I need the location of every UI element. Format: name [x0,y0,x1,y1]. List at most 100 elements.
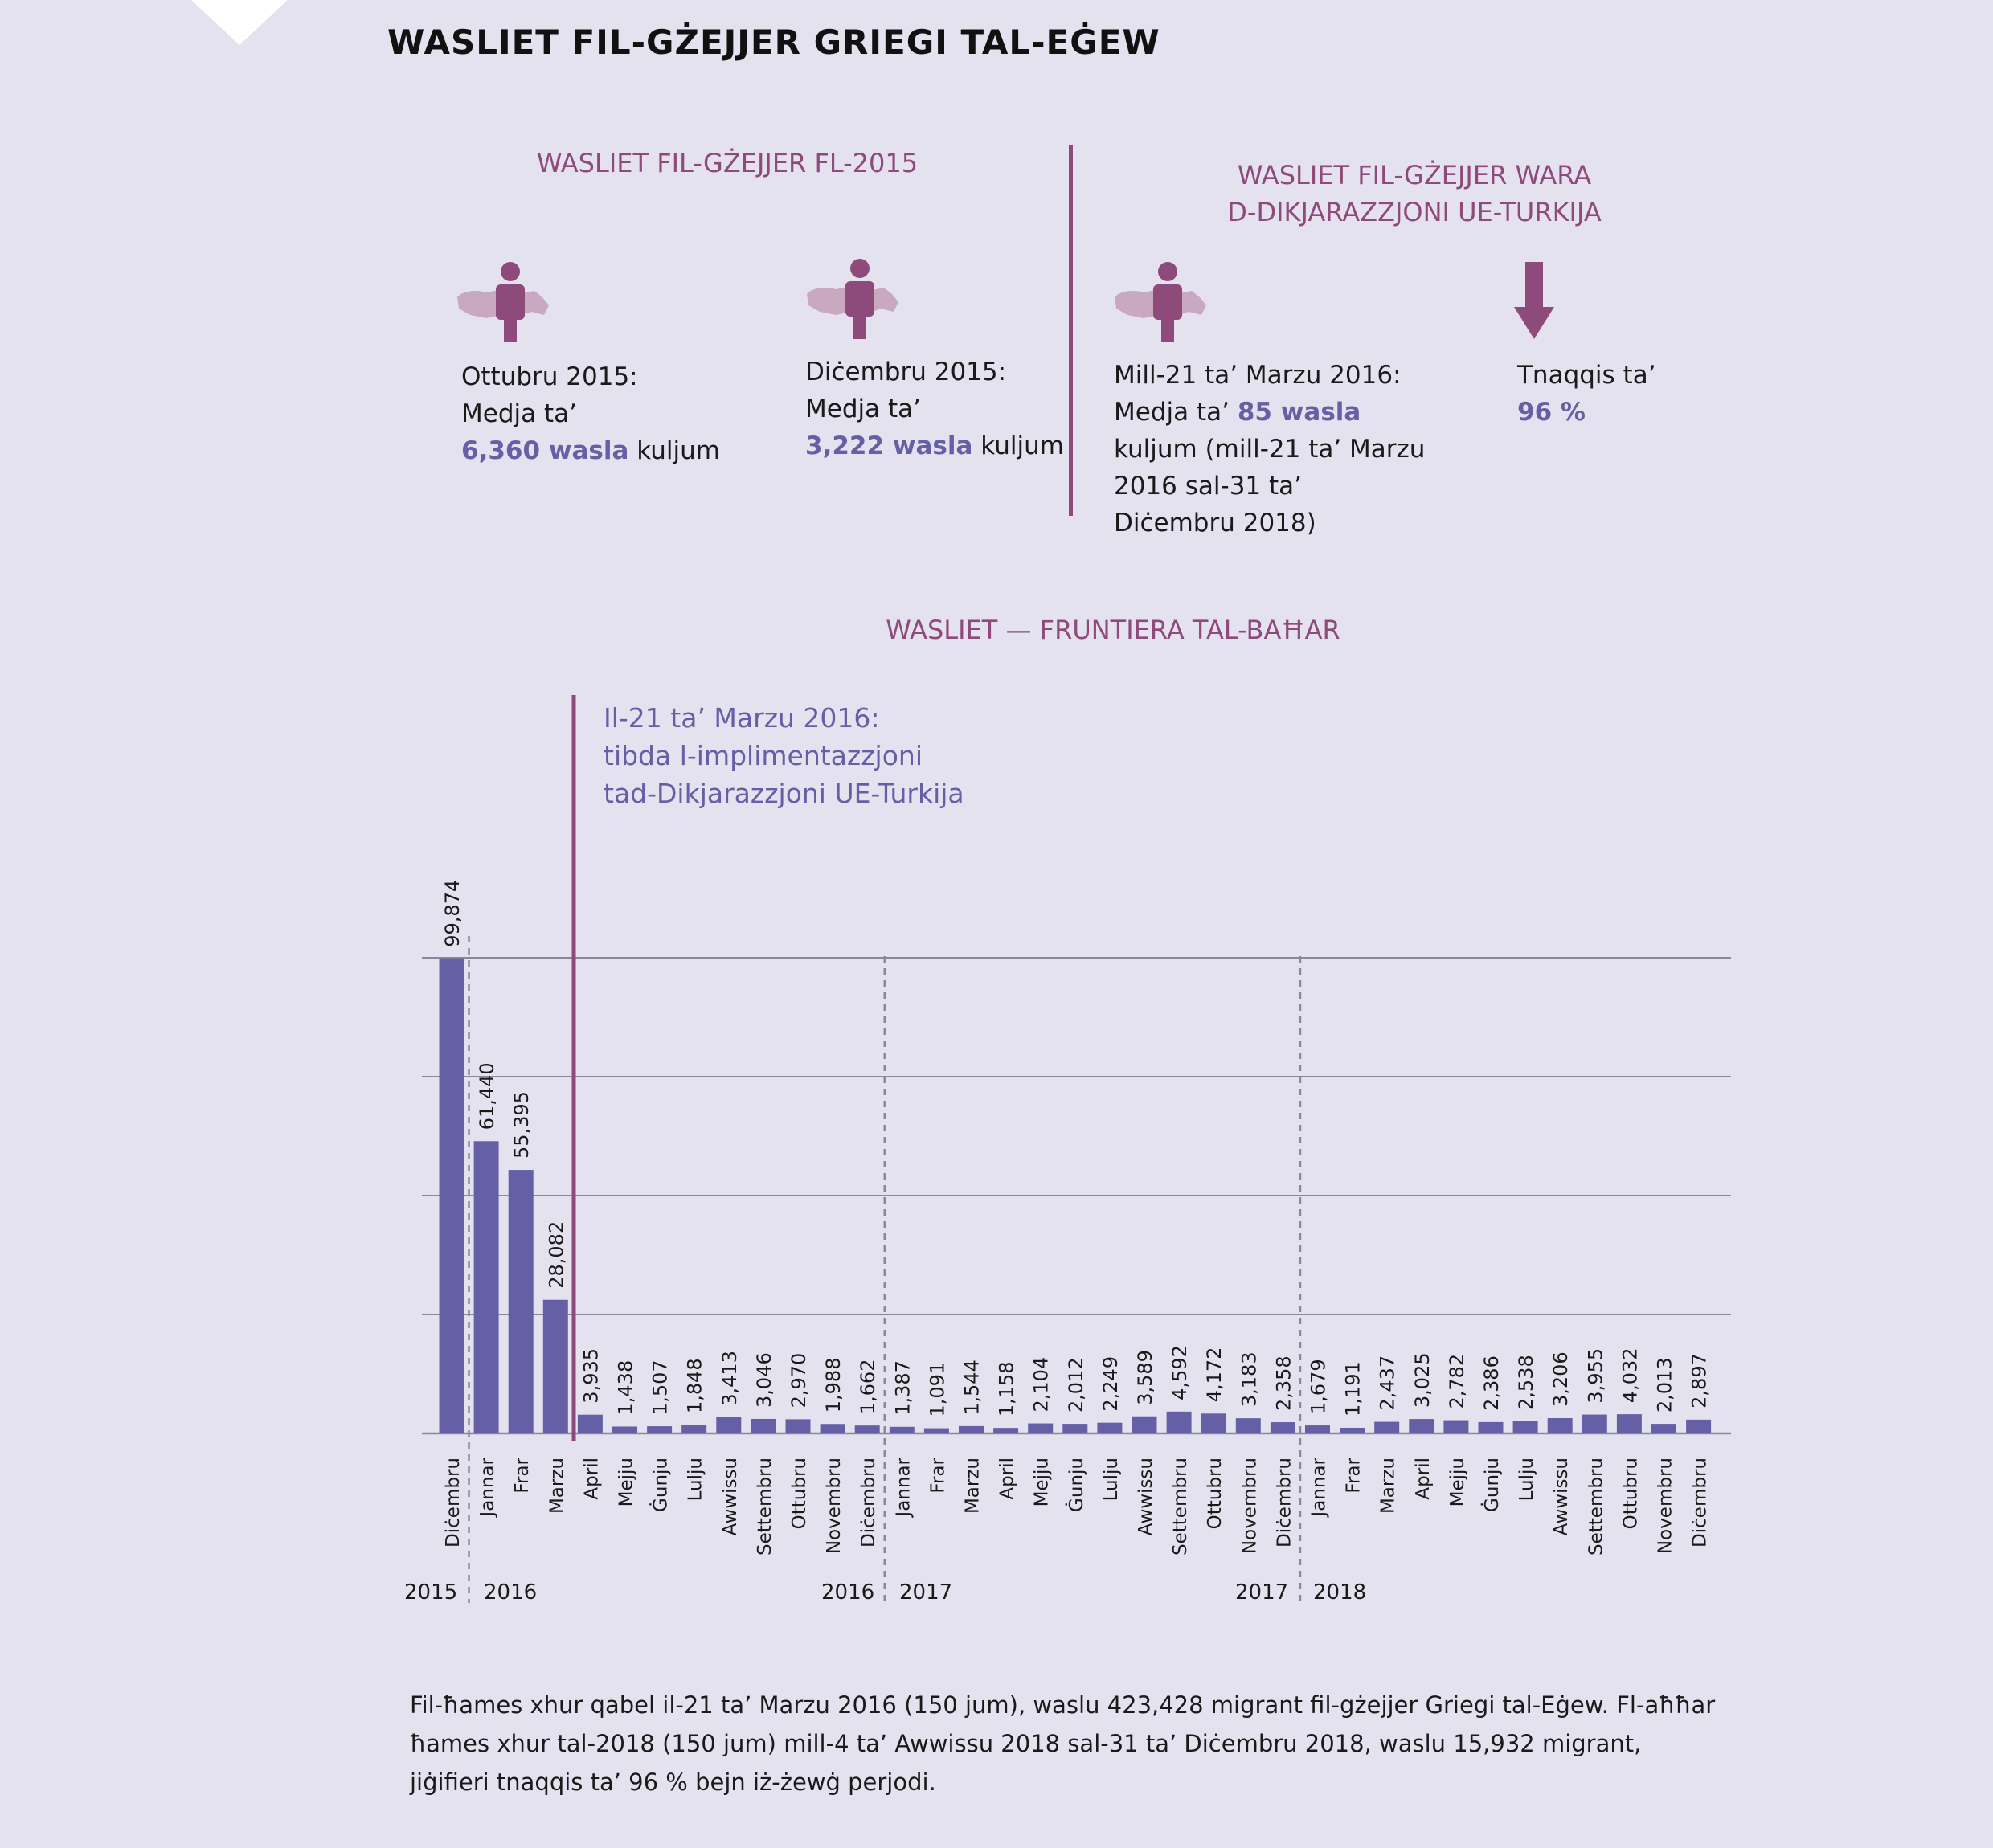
value-label: 1,662 [857,1359,879,1414]
value-label: 2,970 [788,1353,810,1408]
category-label: Novembru [1239,1458,1260,1554]
category-label: Lulju [685,1458,706,1501]
year-label: 2016 [484,1580,537,1605]
value-label: 3,413 [718,1351,741,1406]
value-label: 1,544 [961,1359,984,1415]
category-label: April [1413,1458,1434,1500]
annotation-line: tad-Dikjarazzjoni UE-Turkija [604,778,964,809]
value-label: 1,387 [891,1360,914,1416]
bar [612,1426,637,1433]
category-label: Settembru [1170,1458,1191,1556]
year-label: 2015 [404,1580,457,1605]
bar [1028,1423,1054,1433]
category-label: Frar [512,1457,533,1493]
footnote: Fil-ħames xhur qabel il-21 ta’ Marzu 201… [410,1691,1716,1796]
value-label: 3,183 [1238,1351,1260,1407]
bar [1062,1424,1088,1433]
category-label: April [997,1458,1018,1500]
bar [1616,1414,1642,1433]
value-label: 2,104 [1030,1357,1053,1413]
category-label: Ġunju [1065,1458,1087,1512]
bar [1132,1416,1157,1433]
year-label: 2018 [1313,1580,1366,1605]
category-label: Jannar [477,1457,498,1518]
value-label: 1,091 [926,1362,948,1417]
category-label: Ottubru [1205,1458,1226,1529]
value-label: 2,012 [1065,1357,1087,1413]
page-title: WASLIET FIL-GŻEJJER GRIEGI TAL-EĠEW [387,22,1160,62]
value-label: 4,592 [1168,1345,1191,1400]
stat-december-2015: Diċembru 2015: Medja ta’ 3,222 wasla kul… [805,354,1064,464]
bar [1305,1425,1330,1433]
bar [1201,1413,1226,1433]
stat-label: kuljum (mill-21 ta’ Marzu [1114,435,1426,464]
bar [1651,1424,1676,1433]
section-2015-title: WASLIET FIL-GŻEJJER FL-2015 [536,148,919,178]
value-label: 2,013 [1654,1357,1676,1413]
value-label: 1,679 [1308,1359,1330,1414]
bar [1374,1421,1400,1433]
category-label: Ġunju [1480,1458,1503,1512]
bar [681,1425,707,1433]
value-label: 61,440 [476,1062,498,1130]
year-label: 2016 [821,1580,874,1605]
bar [959,1425,984,1433]
category-label: Mejju [1447,1458,1468,1507]
category-label: Marzu [546,1458,567,1514]
bar [716,1417,742,1433]
bar [1166,1411,1192,1433]
value-label: 99,874 [441,880,464,947]
category-label: Settembru [1586,1458,1606,1556]
annotation-line: Il-21 ta’ Marzu 2016: [604,702,880,734]
category-label: Novembru [1655,1458,1676,1554]
bar [542,1299,568,1433]
person-map-icon [457,262,549,342]
value-label: 2,897 [1688,1353,1711,1408]
annotation-line: tibda l-implimentazzjoni [604,740,923,771]
value-label: 1,988 [822,1358,845,1413]
stat-value: 96 % [1517,398,1586,427]
value-label: 1,848 [684,1358,706,1413]
value-label: 3,046 [753,1352,776,1408]
category-label: Diċembru [1690,1458,1711,1547]
year-label: 2017 [1235,1580,1288,1605]
value-label: 4,172 [1203,1347,1226,1403]
category-label: Marzu [1378,1458,1399,1514]
bar [1097,1422,1123,1433]
stat-value: 85 wasla [1237,398,1361,427]
stat-suffix: kuljum [972,431,1064,460]
category-label: Settembru [755,1458,776,1556]
category-label: Ottubru [789,1458,810,1529]
statement-annotation: Il-21 ta’ Marzu 2016: tibda l-implimenta… [604,699,964,812]
value-label: 2,538 [1515,1355,1537,1410]
value-label: 2,358 [1272,1355,1295,1411]
bar [1582,1414,1607,1433]
value-label: 2,249 [1099,1356,1122,1412]
value-label: 2,782 [1446,1354,1468,1409]
value-label: 4,032 [1619,1347,1641,1403]
bar [1443,1420,1469,1433]
value-label: 1,158 [996,1361,1018,1417]
stat-label: Mill-21 ta’ Marzu 2016: [1114,361,1402,390]
value-label: 55,395 [510,1091,533,1159]
stat-october-2015: Ottubru 2015: Medja ta’ 6,360 wasla kulj… [461,358,720,469]
down-arrow-icon [1514,262,1554,339]
category-label: Novembru [824,1458,845,1554]
bar [1409,1419,1434,1433]
category-label: Diċembru [858,1458,879,1547]
section-after-title-line2: D-DIKJARAZZJONI UE-TURKIJA [1227,197,1602,227]
bar-chart: 99,874 Diċembru 61,440 Jannar 55,395 Frar 28,0… [404,695,1731,1605]
bar [1547,1418,1573,1433]
category-label: Marzu [963,1458,984,1514]
value-label: 3,206 [1549,1351,1572,1407]
bar [923,1428,949,1433]
stat-label: 2016 sal-31 ta’ [1114,472,1302,501]
value-label: 2,437 [1377,1355,1399,1411]
section-after-title-line1: WASLIET FIL-GŻEJJER WARA [1237,160,1592,190]
stat-value: 3,222 wasla [805,431,973,460]
stat-after-statement: Mill-21 ta’ Marzu 2016: Medja ta’ 85 was… [1114,357,1425,542]
stat-label: Ottubru 2015: [461,362,638,391]
bar [1478,1421,1504,1433]
bar [785,1419,811,1433]
bar [1270,1422,1295,1433]
